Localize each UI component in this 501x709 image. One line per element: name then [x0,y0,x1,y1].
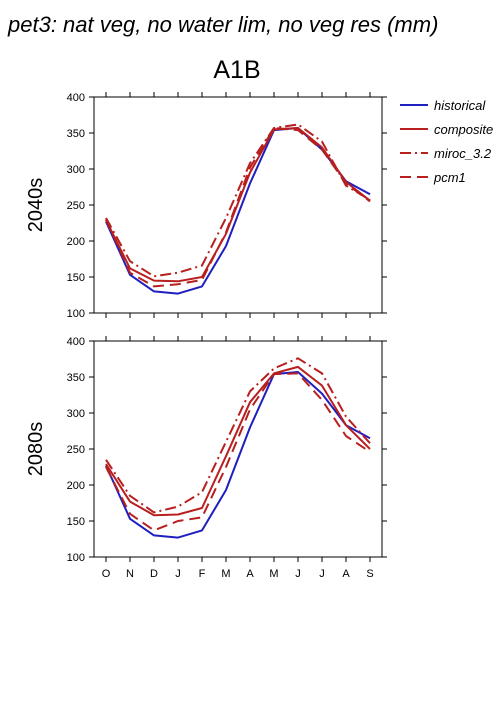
y-tick-label: 200 [67,480,85,492]
y-tick-label: 150 [67,272,85,284]
x-tick-label: J [295,568,301,580]
y-tick-label: 150 [67,516,85,528]
y-tick-label: 100 [67,308,85,320]
x-tick-label: A [246,568,254,580]
legend-label: composite [434,122,493,137]
x-tick-label: A [342,568,350,580]
x-tick-label: M [269,568,278,580]
legend: historical composite miroc_3.2 pcm1 [400,98,493,185]
y-tick-label: 100 [67,552,85,564]
scenario-title: A1B [213,56,261,84]
legend-label: historical [434,98,486,113]
panel-2080s: 100 150 200 250 300 350 400 O N D J F M A M J J A S 2080s [25,336,387,580]
panel-2040s: 100 150 200 250 300 350 400 2040s [25,92,387,320]
y-tick-label: 250 [67,444,85,456]
series-line-composite [105,127,371,283]
y-tick-label: 300 [67,408,85,420]
row-label: 2040s [25,178,47,233]
x-tick-label: J [175,568,181,580]
x-tick-label: J [319,568,325,580]
legend-label: pcm1 [433,170,466,185]
legend-label: miroc_3.2 [434,146,492,161]
row-label: 2080s [25,422,47,477]
y-tick-label: 400 [67,336,85,348]
x-tick-label: S [366,568,373,580]
series-line-pcm1 [105,127,371,288]
x-tick-label: F [199,568,206,580]
x-tick-label: M [221,568,230,580]
y-tick-label: 350 [67,372,85,384]
series-line-pcm1 [105,372,371,532]
x-tick-label: N [126,568,134,580]
y-tick-label: 400 [67,92,85,104]
y-tick-label: 350 [67,128,85,140]
series-line-composite [105,365,371,517]
series-line-miroc-3-2 [105,357,371,514]
series-line-miroc-3-2 [105,123,371,278]
series-line-historical [105,127,371,295]
y-tick-label: 300 [67,164,85,176]
x-tick-label: O [102,568,111,580]
y-tick-label: 250 [67,200,85,212]
x-tick-label: D [150,568,158,580]
page-title: pet3: nat veg, no water lim, no veg res … [8,12,439,37]
series-line-historical [105,371,371,539]
y-tick-label: 200 [67,236,85,248]
